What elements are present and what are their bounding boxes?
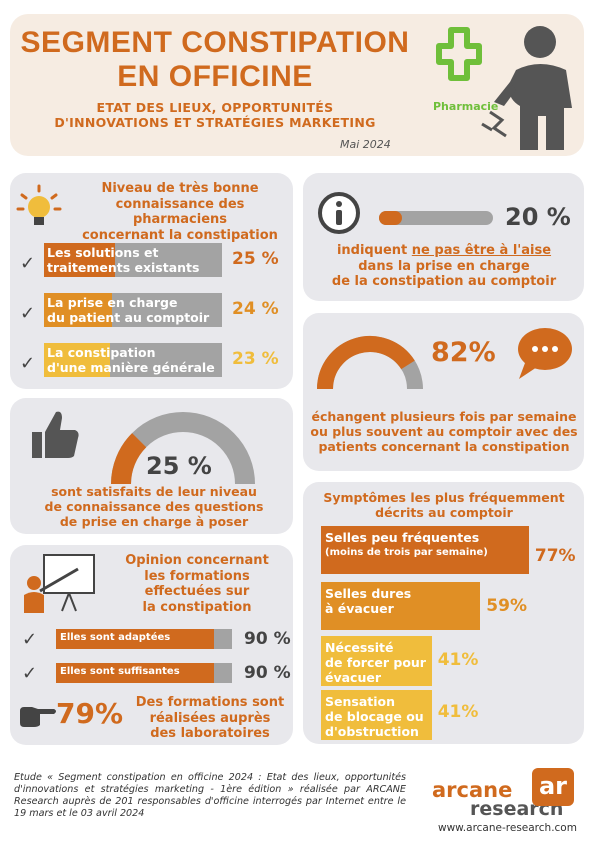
check-icon: ✓ [22, 663, 38, 684]
knowledge-bar-fill [44, 243, 116, 277]
training-bar-adapted: Elles sont adaptées [56, 629, 232, 649]
unease-bar-fill [379, 211, 402, 225]
publication-date: Mai 2024 [340, 138, 391, 151]
unease-text: indiquent ne pas être à l'aise dans la p… [331, 243, 557, 290]
training-value-adapted: 90 % [244, 629, 291, 649]
subtitle-line-1: ETAT DES LIEUX, OPPORTUNITÉS [96, 100, 334, 115]
satisfaction-panel: 25 % sont satisfaits de leur niveau de c… [10, 398, 293, 534]
knowledge-value-solutions: 25 % [232, 249, 279, 269]
symptom-value-straining: 41% [437, 650, 479, 670]
symptom-bar-straining: Nécessité de forcer pour évacuer [321, 636, 432, 686]
arcane-logo: arcane research ar [432, 764, 582, 836]
study-footnote: Etude « Segment constipation en officine… [14, 772, 406, 819]
knowledge-panel: Niveau de très bonne connaissance des ph… [10, 173, 293, 389]
title-line-2: EN OFFICINE [117, 60, 313, 93]
symptom-value-infrequent: 77% [534, 546, 576, 566]
symptom-bar-infrequent: Selles peu fréquentes (moins de trois par… [321, 526, 529, 574]
training-bar-fill [56, 629, 215, 649]
symptoms-title: Symptômes les plus fréquemment décrits a… [323, 490, 565, 520]
knowledge-bar-fill [44, 293, 113, 327]
symptom-value-hard-stools: 59% [486, 596, 527, 616]
symptom-bar-blockage: Sensation de blocage ou d'obstruction [321, 690, 432, 740]
training-value-sufficient: 90 % [244, 663, 291, 683]
lab-training-value: 79% [56, 697, 124, 730]
check-icon: ✓ [22, 629, 38, 650]
knowledge-bar-label: La prise en charge du patient au comptoir [47, 295, 210, 325]
exchange-value: 82% [431, 337, 496, 368]
check-icon: ✓ [20, 303, 36, 324]
header-panel: SEGMENT CONSTIPATION EN OFFICINE ETAT DE… [10, 14, 584, 156]
exchange-panel: 82% échangent plusieurs fois par semaine… [303, 313, 584, 471]
check-icon: ✓ [20, 353, 36, 374]
subtitle-line-2: D'INNOVATIONS ET STRATÉGIES MARKETING [54, 115, 376, 130]
presentation-icon [24, 554, 95, 613]
exchange-text: échangent plusieurs fois par semaine ou … [310, 409, 578, 454]
training-bar-fill [56, 663, 215, 683]
knowledge-bar-fill [44, 343, 110, 377]
logo-text-arcane: arcane [432, 778, 513, 802]
symptom-bar-hard-stools: Selles dures à évacuer [321, 582, 481, 630]
check-icon: ✓ [20, 253, 36, 274]
unease-bar [379, 211, 493, 225]
person-stomach-ache-icon [481, 26, 572, 150]
knowledge-bar-label: Les solutions et traitements existants [47, 245, 200, 275]
pharmacy-cross-icon [436, 27, 482, 81]
knowledge-value-patient-care: 24 % [232, 299, 279, 319]
knowledge-value-general: 23 % [232, 349, 279, 369]
training-bar-label: Elles sont adaptées [60, 632, 171, 643]
unease-panel: 20 % indiquent ne pas être à l'aise dans… [303, 173, 584, 301]
training-panel: Opinion concernant les formations effect… [10, 545, 293, 745]
knowledge-bar-label: La constipation d'une manière générale [47, 345, 215, 375]
thumbs-up-icon [32, 411, 79, 458]
knowledge-bar-patient-care: La prise en charge du patient au comptoir [44, 293, 222, 327]
exchange-gauge [317, 336, 423, 390]
satisfaction-gauge [111, 412, 255, 485]
unease-value: 20 % [505, 203, 571, 231]
pointing-hand-icon [20, 707, 56, 727]
knowledge-bar-general: La constipation d'une manière générale [44, 343, 222, 377]
training-bar-label: Elles sont suffisantes [60, 666, 180, 677]
speech-bubble-icon [518, 328, 572, 379]
knowledge-bar-solutions: Les solutions et traitements existants [44, 243, 222, 277]
satisfaction-value: 25 % [146, 452, 212, 480]
title-line-1: SEGMENT CONSTIPATION [20, 26, 410, 59]
training-bar-sufficient: Elles sont suffisantes [56, 663, 232, 683]
logo-mark: ar [532, 768, 574, 806]
symptom-value-blockage: 41% [437, 702, 479, 722]
symptoms-panel: Symptômes les plus fréquemment décrits a… [303, 482, 584, 744]
pharmacy-label: Pharmacie [433, 100, 499, 113]
info-icon [318, 192, 360, 234]
website-link[interactable]: www.arcane-research.com [438, 822, 577, 834]
lab-training-text: Des formations sont réalisées auprès des… [135, 695, 285, 742]
training-title: Opinion concernant les formations effect… [125, 553, 269, 615]
knowledge-title: Niveau de très bonne connaissance des ph… [82, 181, 278, 243]
lightbulb-icon [16, 184, 62, 225]
satisfaction-text: sont satisfaits de leur niveau de connai… [44, 484, 264, 529]
